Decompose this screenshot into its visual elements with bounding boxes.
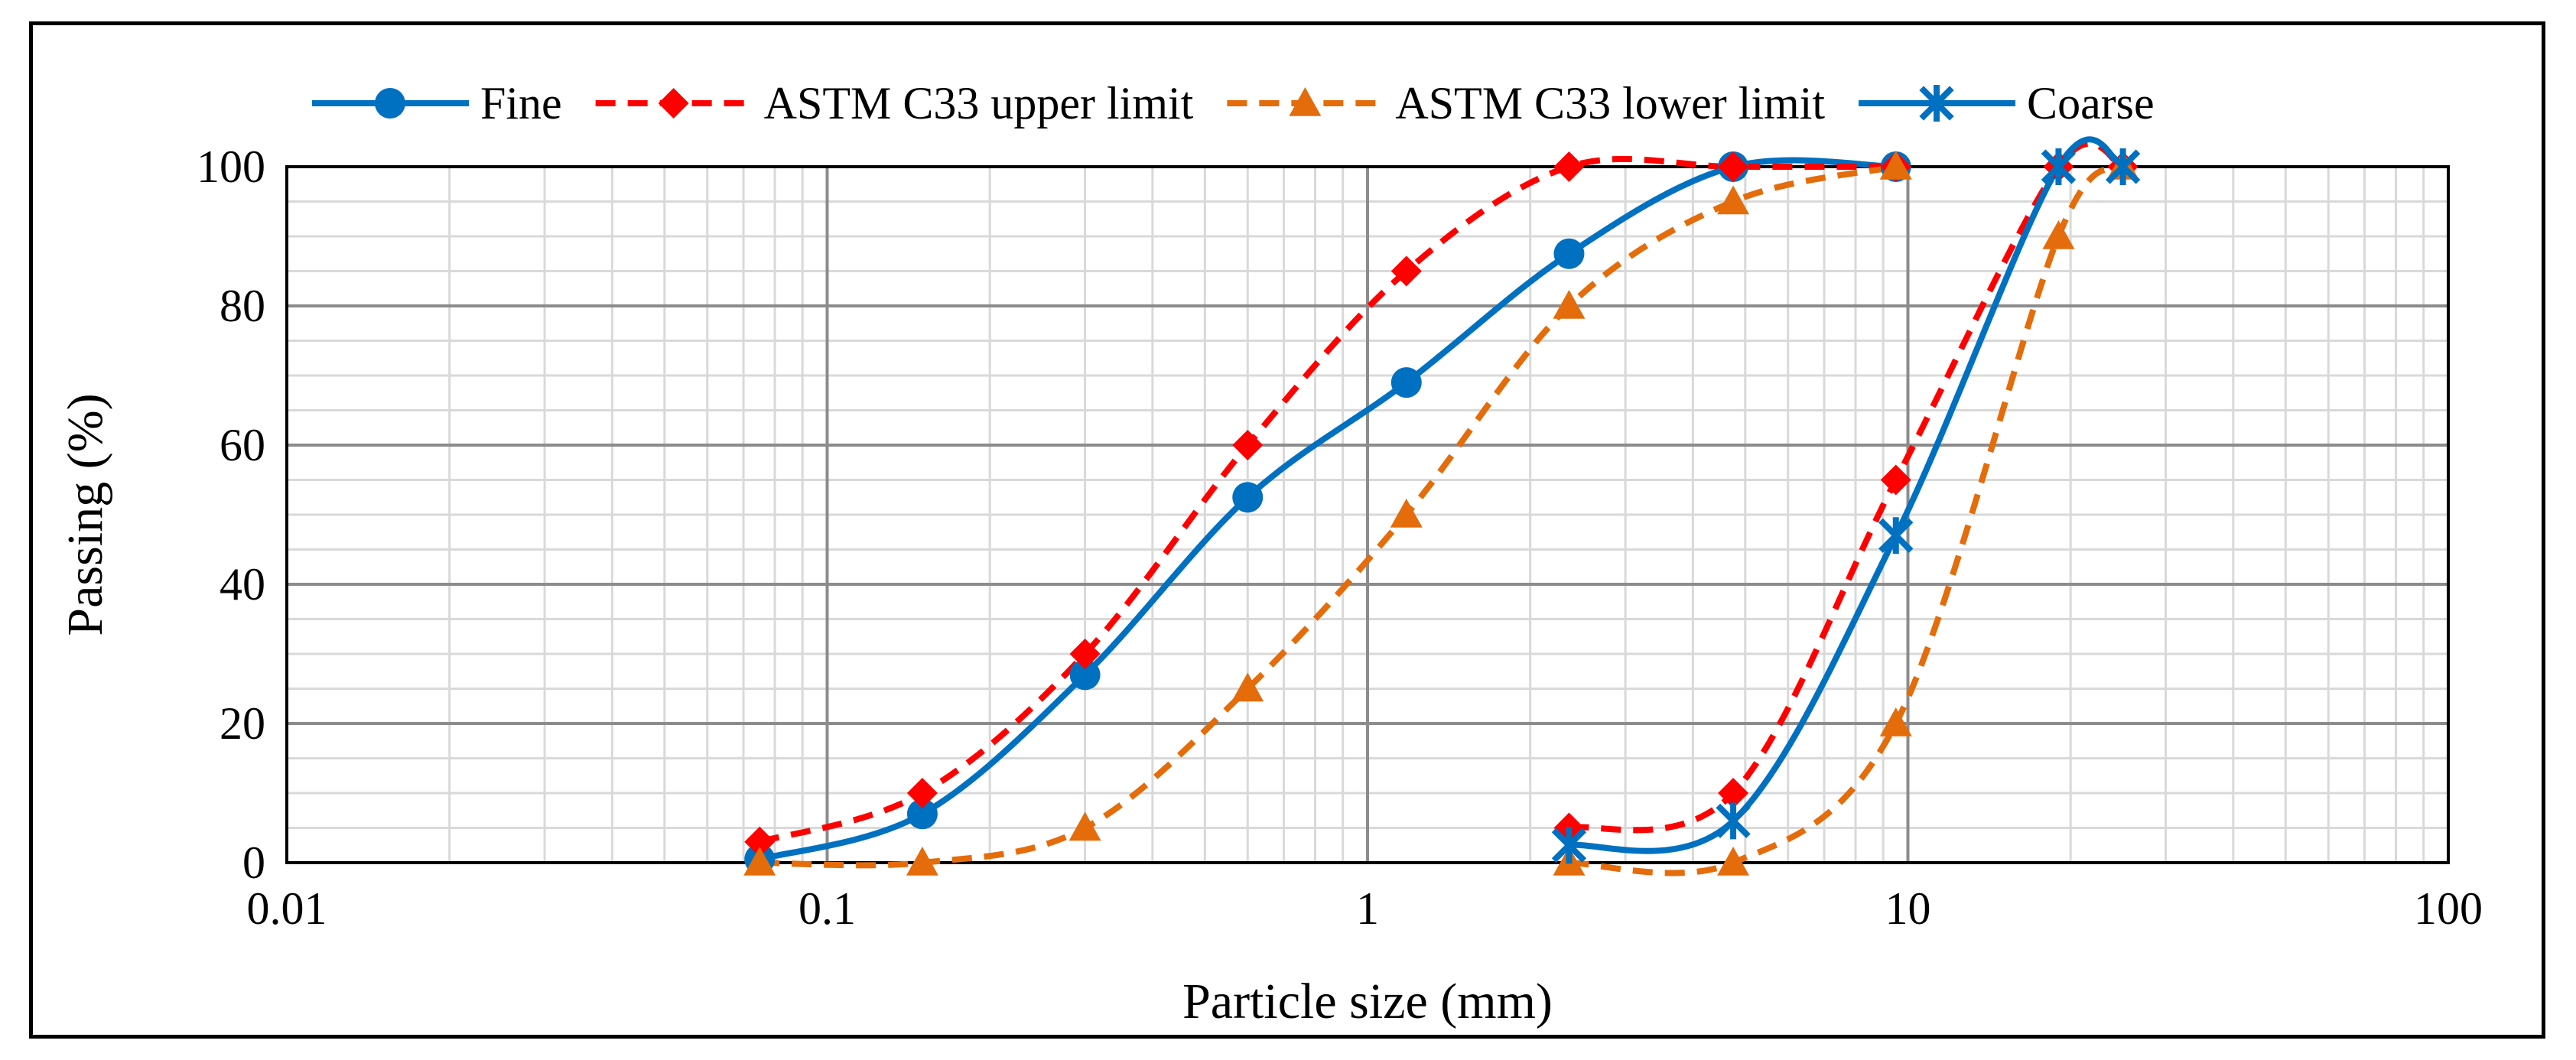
legend-label-astm-c33-lower-limit: ASTM C33 lower limit	[1395, 78, 1825, 128]
x-tick-label: 100	[2414, 883, 2483, 934]
data-point-astm-c33-lower-limit	[2042, 220, 2075, 249]
y-tick-label: 20	[220, 698, 265, 749]
data-point-astm-c33-lower-limit	[1231, 672, 1264, 702]
data-point-astm-c33-upper-limit	[1880, 464, 1911, 496]
chart-frame: 0.01 0.1 1 10 100 0 20 40 60 80 100 Fine ASTM C33 u…	[29, 21, 2545, 1039]
particle-size-chart: 0.01 0.1 1 10 100 0 20 40 60 80 100 Fine ASTM C33 u…	[57, 78, 2483, 1029]
data-point-astm-c33-upper-limit	[906, 778, 938, 808]
legend-marker-astm-c33-lower-limit	[1289, 87, 1322, 116]
data-point-fine	[1390, 367, 1422, 398]
data-point-astm-c33-upper-limit	[1390, 255, 1422, 287]
data-point-astm-c33-upper-limit	[1232, 430, 1264, 460]
data-point-astm-c33-lower-limit	[1879, 151, 1912, 180]
data-point-astm-c33-lower-limit	[1717, 185, 1750, 215]
series-line-astm-c33-upper-limit	[1568, 140, 2124, 834]
x-tick-label: 0.1	[798, 883, 856, 934]
data-point-astm-c33-lower-limit	[1553, 290, 1586, 319]
x-axis-title: Particle size (mm)	[1182, 974, 1553, 1029]
plot-area-border	[285, 165, 2450, 864]
data-point-astm-c33-lower-limit	[1390, 499, 1423, 528]
data-point-coarse	[1551, 827, 1587, 864]
series-line-fine	[759, 157, 1896, 863]
data-point-astm-c33-upper-limit	[1718, 778, 1749, 808]
x-tick-label: 1	[1356, 883, 1379, 934]
data-point-astm-c33-upper-limit	[1069, 639, 1101, 669]
data-point-coarse	[2041, 148, 2077, 185]
legend-label-astm-c33-upper-limit: ASTM C33 upper limit	[764, 78, 1194, 128]
legend-marker-coarse	[1919, 85, 1954, 122]
data-point-astm-c33-lower-limit	[906, 847, 938, 876]
legend-marker-fine	[375, 88, 405, 119]
data-point-astm-c33-upper-limit	[1718, 151, 1749, 182]
data-point-coarse	[1878, 517, 1914, 554]
y-tick-label: 80	[220, 281, 265, 331]
legend-marker-astm-c33-upper-limit	[658, 88, 689, 119]
data-point-fine	[1069, 659, 1101, 691]
x-tick-label: 0.01	[247, 883, 327, 934]
y-tick-label: 60	[220, 420, 265, 470]
data-point-astm-c33-upper-limit	[744, 826, 776, 857]
x-tick-label: 10	[1885, 883, 1931, 934]
y-tick-label: 100	[197, 141, 265, 192]
legend-label-coarse: Coarse	[2027, 78, 2155, 128]
data-point-fine	[1232, 482, 1264, 513]
data-point-coarse	[1716, 802, 1751, 840]
y-tick-label: 40	[220, 559, 265, 610]
series-line-coarse	[1568, 136, 2124, 854]
y-tick-label: 0	[242, 837, 265, 888]
data-point-astm-c33-lower-limit	[743, 847, 776, 876]
series-line-astm-c33-upper-limit	[759, 155, 1896, 845]
data-point-coarse	[2105, 148, 2141, 185]
legend-label-fine: Fine	[480, 78, 562, 128]
series-line-astm-c33-lower-limit	[759, 164, 1897, 869]
data-point-astm-c33-lower-limit	[1879, 707, 1912, 736]
data-point-fine	[1553, 238, 1585, 269]
data-point-fine	[906, 798, 938, 830]
y-axis-title: Passing (%)	[57, 393, 113, 636]
series-line-astm-c33-lower-limit	[1569, 164, 2126, 876]
data-point-astm-c33-lower-limit	[1068, 811, 1101, 841]
data-point-astm-c33-upper-limit	[1553, 151, 1585, 182]
data-point-astm-c33-lower-limit	[1717, 847, 1750, 876]
